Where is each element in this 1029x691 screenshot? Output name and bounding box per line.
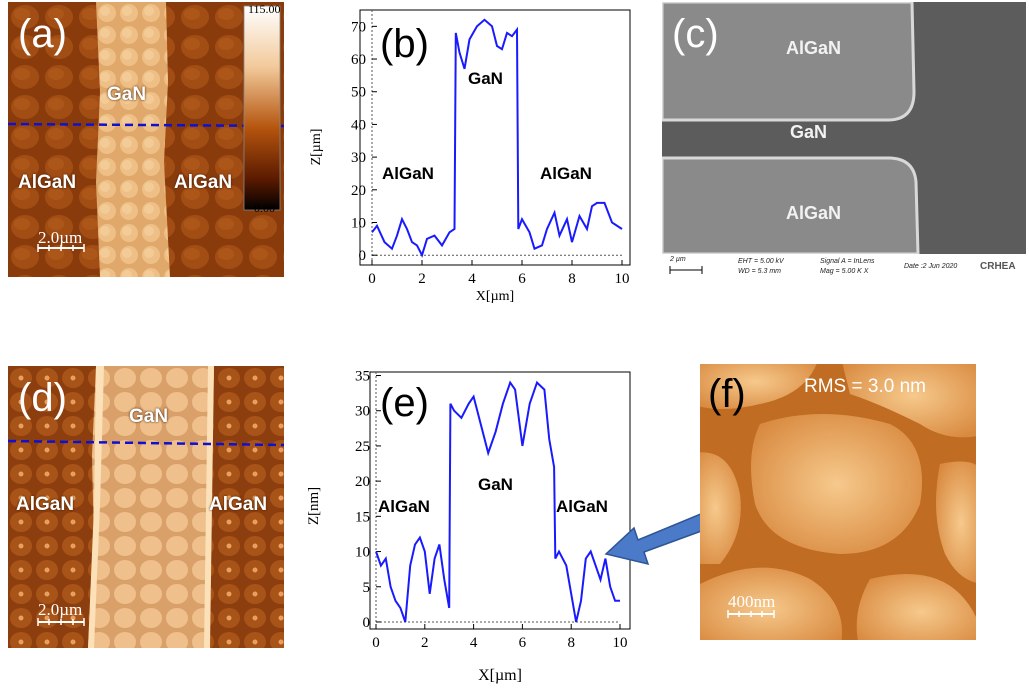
panel-label-e: (e) (380, 381, 429, 425)
x-axis-label-b: X[µm] (476, 289, 514, 304)
chart-b-profile-line (371, 18, 623, 258)
label-algan-left-a: AlGaN (18, 172, 77, 193)
chart-b-x-tick-label: 4 (468, 271, 476, 287)
annotation-algan-right-e: AlGaN (556, 497, 608, 516)
chart-e-x-tick-label: 10 (613, 635, 628, 651)
panel-label-c: (c) (672, 12, 719, 56)
panel-label-f: (f) (708, 372, 746, 416)
sem-wd: WD = 5.3 mm (738, 268, 781, 275)
panel-label-a: (a) (18, 12, 67, 56)
annotation-algan-right-b: AlGaN (540, 164, 592, 183)
panel-f-afm-zoom: (f) RMS = 3.0 nm 400nm (700, 364, 976, 640)
label-gan-a: GaN (107, 84, 147, 105)
y-axis-label-e: Z[nm] (306, 487, 322, 525)
chart-e-y-tick-label: 5 (363, 580, 371, 596)
chart-e-y-tick-label: 35 (355, 369, 370, 385)
chart-b-x-tick-label: 2 (418, 271, 426, 287)
colorbar (243, 5, 281, 211)
chart-b-y-tick-label: 60 (351, 52, 366, 68)
label-algan-right-d: AlGaN (209, 494, 268, 515)
chart-e-y-tick-label: 10 (355, 545, 370, 561)
chart-b-x-tick-label: 8 (568, 271, 576, 287)
chart-e-profile-line (375, 380, 620, 623)
annotation-algan-left-b: AlGaN (382, 164, 434, 183)
label-gan-c: GaN (790, 122, 828, 142)
afm-topography-a (8, 2, 284, 277)
chart-profile-e: 0 2 4 6 8 10 0 5 10 15 20 25 30 35 (e) GaN AlGaN AlGa… (306, 369, 631, 684)
sem-scale-text: 2 µm (670, 256, 686, 263)
chart-e-y-tick-label: 20 (355, 474, 370, 490)
chart-e-x-tick-label: 0 (372, 635, 380, 651)
annotation-gan-e: GaN (478, 475, 513, 494)
scale-bar-text-d: 2.0µm (38, 600, 83, 619)
chart-e-y-tick-label: 0 (363, 615, 371, 631)
chart-e-x-tick-label: 8 (567, 635, 575, 651)
chart-b-y-tick-label: 30 (351, 150, 366, 166)
chart-profile-b: 0 2 4 6 8 10 0 10 20 30 40 50 60 70 (b) GaN AlGaN AlG… (309, 9, 631, 304)
scale-bar-text-f: 400nm (728, 592, 776, 611)
crhea-logo: CRHEA (980, 261, 1016, 272)
chart-b-x-tick-label: 10 (615, 271, 630, 287)
panel-label-d: (d) (18, 376, 67, 420)
chart-e-y-tick-label: 15 (355, 509, 370, 525)
chart-b-y-tick-label: 10 (351, 216, 366, 232)
chart-b-x-tick-label: 0 (368, 271, 376, 287)
colorbar-max: 115.00 (248, 2, 281, 16)
sem-date: Date :2 Jun 2020 (904, 263, 958, 270)
chart-b-y-tick-label: 50 (351, 85, 366, 101)
chart-e-x-tick-label: 4 (470, 635, 478, 651)
sem-mag: Mag = 5.00 K X (820, 268, 869, 275)
label-algan-bottom-c: AlGaN (786, 203, 842, 223)
annotation-gan-b: GaN (468, 69, 503, 88)
plot-frame-e (369, 371, 631, 630)
afm-topography-d (8, 366, 284, 648)
panel-label-b: (b) (380, 22, 429, 66)
scale-bar-text-a: 2.0µm (38, 228, 83, 247)
label-algan-top-c: AlGaN (786, 38, 842, 58)
label-algan-right-a: AlGaN (174, 172, 233, 193)
chart-e-x-tick-label: 2 (421, 635, 429, 651)
annotation-algan-left-e: AlGaN (378, 497, 430, 516)
chart-b-x-tick-label: 6 (518, 271, 526, 287)
chart-b-y-tick-label: 40 (351, 117, 366, 133)
panel-a-afm-image: 115.00 0.00 (a) GaN AlGaN AlGaN 2.0µm (8, 2, 284, 277)
colorbar-min: 0.00 (254, 201, 275, 215)
plot-frame-b (359, 9, 631, 266)
rms-value: RMS = 3.0 nm (804, 376, 926, 397)
chart-b-y-tick-label: 20 (351, 183, 366, 199)
y-axis-label-b: Z[µm] (309, 129, 324, 166)
label-gan-d: GaN (129, 406, 169, 427)
chart-e-y-tick-label: 30 (355, 404, 370, 420)
label-algan-left-d: AlGaN (16, 494, 75, 515)
x-axis-label-e: X[µm] (478, 667, 522, 684)
chart-b-y-tick-label: 0 (359, 248, 367, 264)
chart-e-y-tick-label: 25 (355, 439, 370, 455)
chart-b-y-tick-label: 70 (351, 19, 366, 35)
panel-c-sem-image: (c) AlGaN GaN AlGaN 2 µm EHT = 5.00 kV W… (662, 2, 1026, 282)
sem-signal: Signal A = InLens (820, 258, 875, 265)
chart-e-x-tick-label: 6 (519, 635, 527, 651)
profile-line-d (8, 439, 284, 447)
profile-line-a (8, 122, 284, 128)
sem-eht: EHT = 5.00 kV (738, 258, 784, 265)
panel-d-afm-image: (d) GaN AlGaN AlGaN 2.0µm (8, 366, 284, 648)
